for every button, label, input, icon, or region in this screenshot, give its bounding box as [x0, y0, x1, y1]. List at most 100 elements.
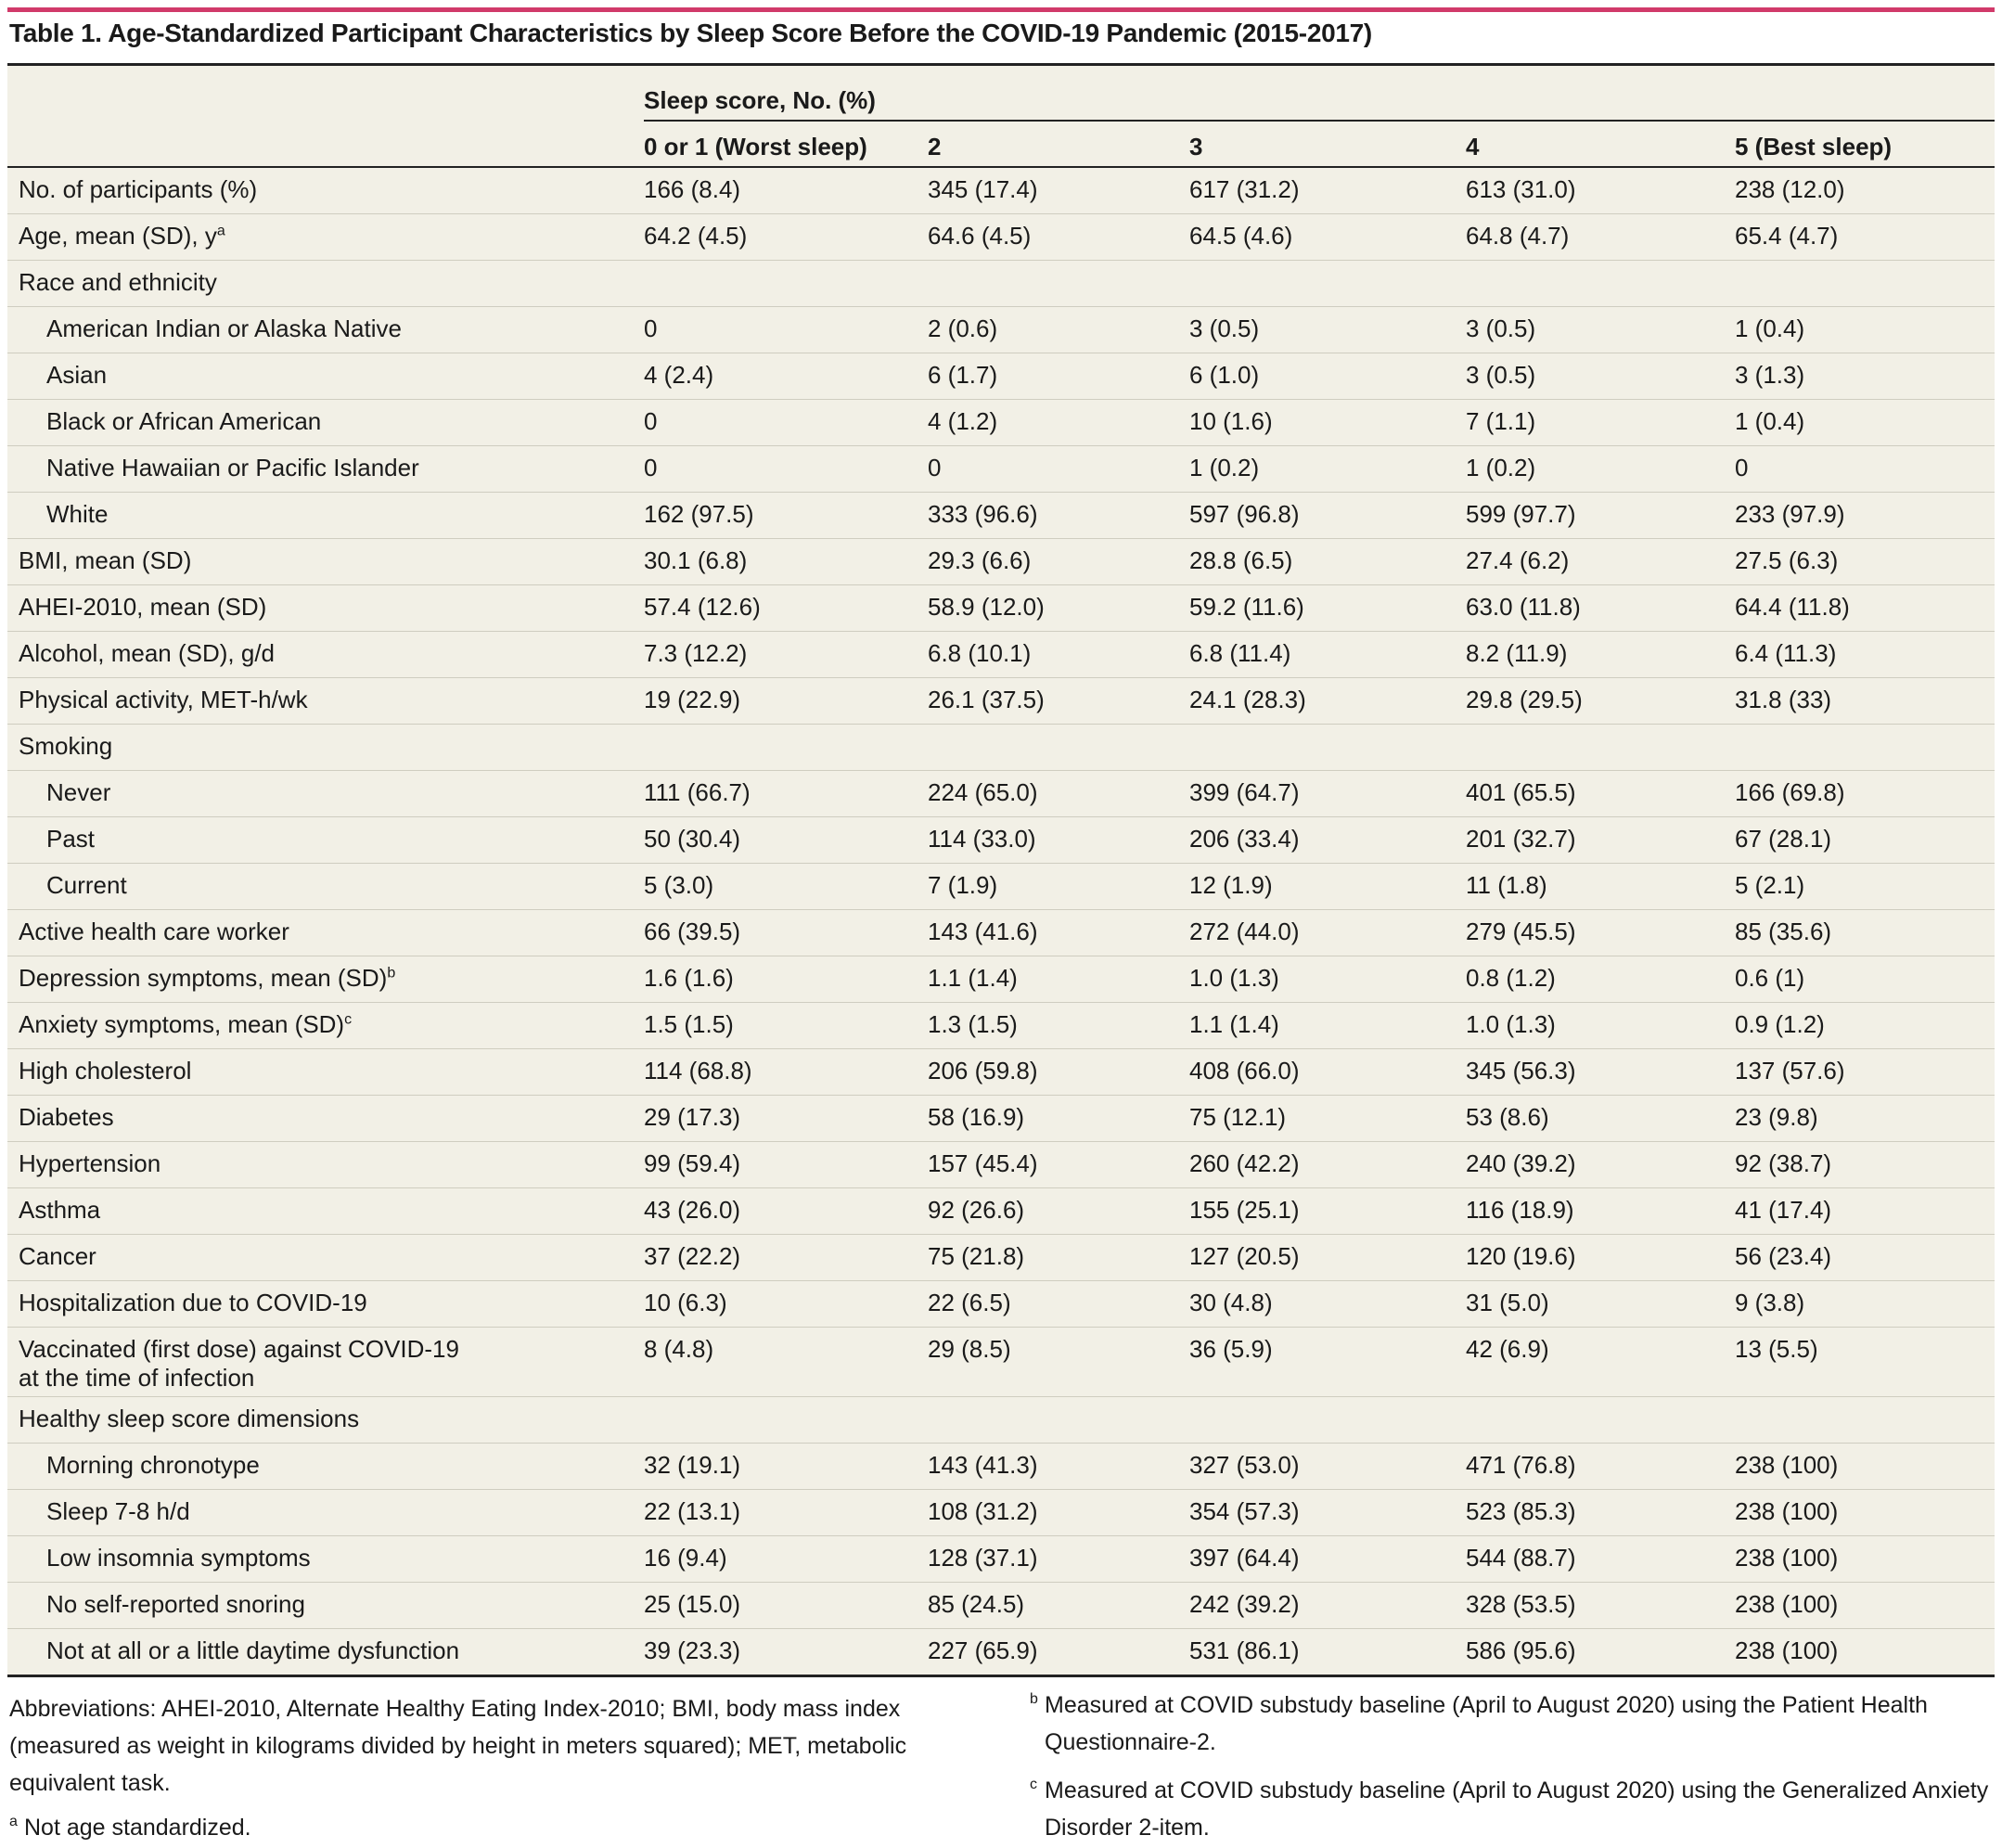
cell-score-col-1: 66 (39.5)	[644, 918, 741, 945]
column-header-score-0-1: 0 or 1 (Worst sleep)	[644, 133, 867, 160]
cell-score-col-1: 0	[644, 314, 658, 342]
cell-score-col-5: 13 (5.5)	[1735, 1335, 1818, 1363]
cell-score-col-5: 233 (97.9)	[1735, 500, 1845, 528]
cell-score-col-1: 22 (13.1)	[644, 1497, 741, 1525]
cell-score-col-5: 0	[1735, 454, 1749, 481]
cell-score-col-1: 1.5 (1.5)	[644, 1010, 734, 1038]
row-label: Not at all or a little daytime dysfuncti…	[7, 1636, 644, 1665]
cell-score-col-5: 238 (100)	[1735, 1451, 1839, 1479]
cell-score-col-4: 27.4 (6.2)	[1466, 546, 1570, 574]
row-label: Asthma	[7, 1196, 644, 1225]
cell-score-col-4: 523 (85.3)	[1466, 1497, 1576, 1525]
table-row: No. of participants (%) 166 (8.4) 345 (17.…	[7, 168, 1995, 214]
cell-score-col-4: 42 (6.9)	[1466, 1335, 1549, 1363]
cell-score-col-1: 25 (15.0)	[644, 1590, 741, 1618]
data-table: Sleep score, No. (%) 0 or 1 (Worst sleep…	[7, 63, 1995, 1677]
cell-score-col-5: 1 (0.4)	[1735, 407, 1805, 435]
cell-score-col-5: 238 (100)	[1735, 1636, 1839, 1664]
table-row: Race and ethnicity	[7, 261, 1995, 307]
cell-score-col-2: 26.1 (37.5)	[928, 686, 1045, 713]
row-label-text: Smoking	[19, 732, 113, 760]
row-label-text: Depression symptoms, mean (SD)	[19, 964, 388, 992]
cell-score-col-1: 4 (2.4)	[644, 361, 714, 389]
row-label: Asian	[7, 361, 644, 390]
table-row: Past 50 (30.4) 114 (33.0) 206 (33.4) 201 (32…	[7, 817, 1995, 864]
cell-score-col-1: 64.2 (4.5)	[644, 222, 748, 250]
table-row: Hypertension 99 (59.4) 157 (45.4) 260 (42.2…	[7, 1142, 1995, 1188]
cell-score-col-4: 64.8 (4.7)	[1466, 222, 1570, 250]
cell-score-col-1: 162 (97.5)	[644, 500, 754, 528]
table-row: Cancer 37 (22.2) 75 (21.8) 127 (20.5) 120 (1…	[7, 1235, 1995, 1281]
column-header-score-5: 5 (Best sleep)	[1735, 133, 1893, 160]
row-label-text: Alcohol, mean (SD), g/d	[19, 639, 276, 667]
group-header: Sleep score, No. (%)	[644, 86, 876, 114]
column-header-score-3: 3	[1189, 133, 1203, 160]
cell-score-col-1: 111 (66.7)	[644, 778, 751, 806]
row-label: Physical activity, MET-h/wk	[7, 686, 644, 714]
row-label: AHEI-2010, mean (SD)	[7, 593, 644, 622]
header-rule	[7, 166, 1995, 168]
cell-score-col-3: 531 (86.1)	[1189, 1636, 1300, 1664]
footnotes-right: b Measured at COVID substudy baseline (A…	[1030, 1687, 1995, 1846]
table-title: Table 1. Age-Standardized Participant Ch…	[9, 19, 1372, 47]
cell-score-col-2: 22 (6.5)	[928, 1289, 1011, 1316]
row-label-text: No. of participants (%)	[19, 175, 258, 203]
cell-score-col-4: 53 (8.6)	[1466, 1103, 1549, 1131]
cell-score-col-1: 16 (9.4)	[644, 1544, 727, 1572]
cell-score-col-2: 108 (31.2)	[928, 1497, 1038, 1525]
cell-score-col-4: 240 (39.2)	[1466, 1149, 1576, 1177]
table-row: No self-reported snoring 25 (15.0) 85 (24.…	[7, 1583, 1995, 1629]
row-label: Healthy sleep score dimensions	[7, 1405, 644, 1433]
cell-score-col-5: 27.5 (6.3)	[1735, 546, 1839, 574]
cell-score-col-3: 617 (31.2)	[1189, 175, 1300, 203]
table-row: Alcohol, mean (SD), g/d 7.3 (12.2) 6.8 (10…	[7, 632, 1995, 678]
row-label: American Indian or Alaska Native	[7, 314, 644, 343]
cell-score-col-2: 85 (24.5)	[928, 1590, 1025, 1618]
cell-score-col-2: 157 (45.4)	[928, 1149, 1038, 1177]
cell-score-col-3: 1 (0.2)	[1189, 454, 1260, 481]
row-label-text: Hypertension	[19, 1149, 161, 1177]
cell-score-col-2: 64.6 (4.5)	[928, 222, 1032, 250]
cell-score-col-1: 5 (3.0)	[644, 871, 714, 899]
cell-score-col-5: 5 (2.1)	[1735, 871, 1805, 899]
row-label: Current	[7, 871, 644, 900]
row-label: BMI, mean (SD)	[7, 546, 644, 575]
cell-score-col-3: 327 (53.0)	[1189, 1451, 1300, 1479]
cell-score-col-4: 599 (97.7)	[1466, 500, 1576, 528]
cell-score-col-2: 0	[928, 454, 942, 481]
cell-score-col-4: 3 (0.5)	[1466, 314, 1536, 342]
cell-score-col-2: 227 (65.9)	[928, 1636, 1038, 1664]
cell-score-col-5: 238 (100)	[1735, 1497, 1839, 1525]
cell-score-col-4: 0.8 (1.2)	[1466, 964, 1556, 992]
table-row: Never 111 (66.7) 224 (65.0) 399 (64.7) 401 (…	[7, 771, 1995, 817]
cell-score-col-4: 29.8 (29.5)	[1466, 686, 1583, 713]
cell-score-col-2: 1.1 (1.4)	[928, 964, 1018, 992]
cell-score-col-1: 30.1 (6.8)	[644, 546, 748, 574]
row-label-text: BMI, mean (SD)	[19, 546, 192, 574]
cell-score-col-5: 41 (17.4)	[1735, 1196, 1832, 1224]
cell-score-col-2: 75 (21.8)	[928, 1242, 1025, 1270]
accent-bar	[7, 7, 1995, 12]
cell-score-col-3: 354 (57.3)	[1189, 1497, 1300, 1525]
cell-score-col-3: 272 (44.0)	[1189, 918, 1300, 945]
footnote-b: b Measured at COVID substudy baseline (A…	[1030, 1687, 1995, 1761]
cell-score-col-5: 6.4 (11.3)	[1735, 639, 1837, 667]
cell-score-col-5: 1 (0.4)	[1735, 314, 1805, 342]
cell-score-col-5: 67 (28.1)	[1735, 825, 1832, 853]
row-label-text: Current	[46, 871, 127, 899]
footnote-abbreviations: Abbreviations: AHEI-2010, Alternate Heal…	[9, 1696, 907, 1796]
row-label: Cancer	[7, 1242, 644, 1271]
cell-score-col-2: 58.9 (12.0)	[928, 593, 1045, 621]
row-label-text: Age, mean (SD), y	[19, 222, 217, 250]
cell-score-col-4: 116 (18.9)	[1466, 1196, 1574, 1224]
row-label: Past	[7, 825, 644, 853]
cell-score-col-4: 328 (53.5)	[1466, 1590, 1576, 1618]
cell-score-col-4: 7 (1.1)	[1466, 407, 1536, 435]
row-label: Sleep 7-8 h/d	[7, 1497, 644, 1526]
cell-score-col-1: 50 (30.4)	[644, 825, 741, 853]
cell-score-col-3: 408 (66.0)	[1189, 1057, 1300, 1084]
cell-score-col-1: 57.4 (12.6)	[644, 593, 761, 621]
row-label: Low insomnia symptoms	[7, 1544, 644, 1572]
table-row: AHEI-2010, mean (SD) 57.4 (12.6) 58.9 (12.…	[7, 585, 1995, 632]
row-label-text: Asian	[46, 361, 108, 389]
